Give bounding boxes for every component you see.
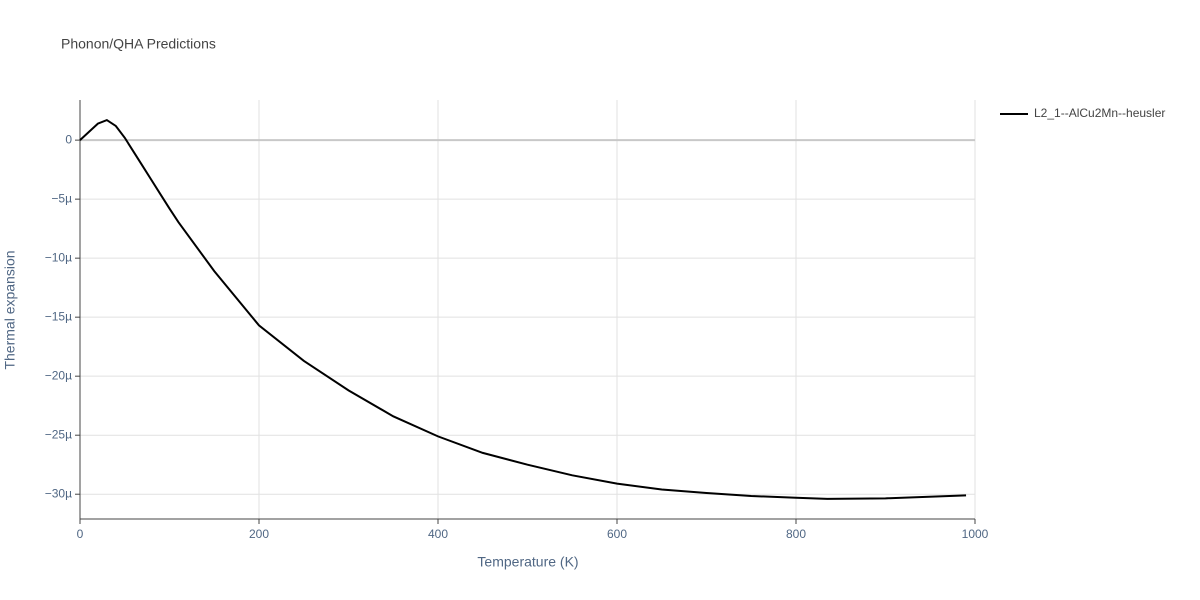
y-axis-title: Thermal expansion <box>2 250 18 369</box>
x-tick-label: 400 <box>428 527 448 541</box>
x-tick-label: 800 <box>786 527 806 541</box>
x-tick-label: 1000 <box>962 527 989 541</box>
x-tick-label: 600 <box>607 527 627 541</box>
y-tick-label: −25µ <box>45 427 72 441</box>
chart-title: Phonon/QHA Predictions <box>61 36 216 52</box>
y-tick-label: −20µ <box>45 368 72 382</box>
x-tick-label: 0 <box>77 527 84 541</box>
x-tick-label: 200 <box>249 527 269 541</box>
x-axis-title: Temperature (K) <box>477 554 578 570</box>
series-line <box>79 118 967 500</box>
y-tick-label: −10µ <box>45 250 72 264</box>
y-tick-label: −5µ <box>51 191 72 205</box>
y-tick-label: −15µ <box>45 309 72 323</box>
y-tick-label: 0 <box>65 132 72 146</box>
y-tick-label: −30µ <box>45 486 72 500</box>
legend-label: L2_1--AlCu2Mn--heusler <box>1034 106 1165 120</box>
